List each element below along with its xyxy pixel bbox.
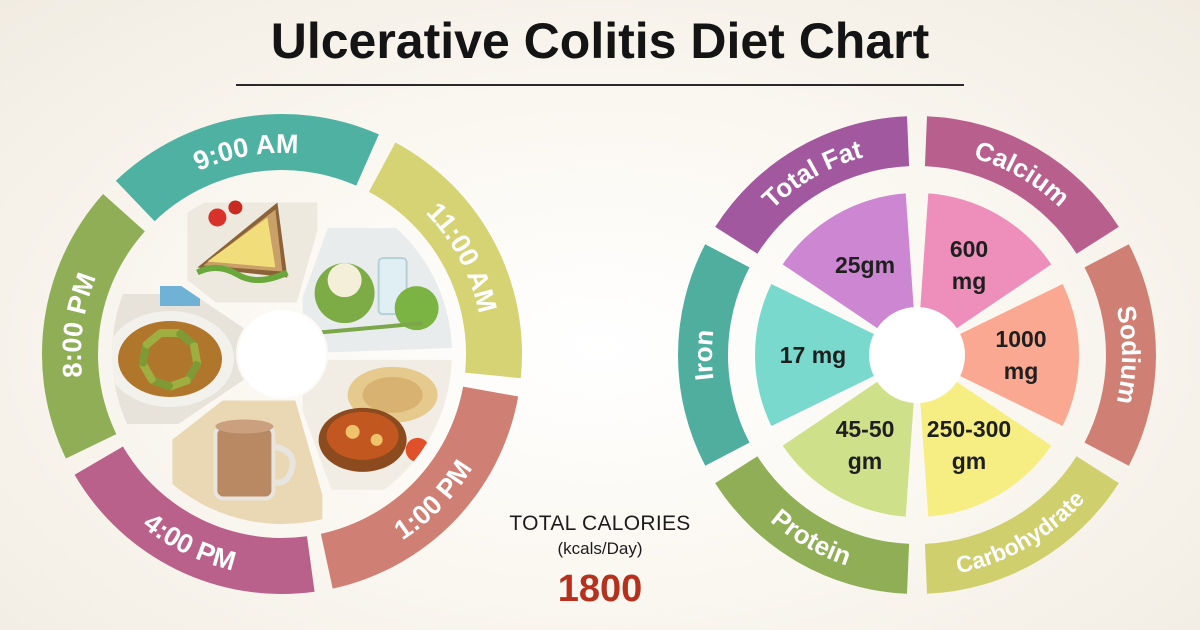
- nutrient-ring-iron: [678, 244, 750, 466]
- sandwich-icon: [187, 200, 318, 303]
- time-ring-segment-4-00-pm: [74, 446, 315, 594]
- nutrient-label-sodium: Sodium: [1111, 303, 1146, 406]
- nutrient-value-carbohydrate: 250-300 gm: [927, 416, 1011, 474]
- nutrient-wedge-iron: [755, 283, 891, 427]
- meal-wheel-hub: [238, 310, 326, 398]
- vegetable-stir-fry-icon: [111, 286, 244, 424]
- nutrient-value-calcium: 600 mg: [950, 236, 988, 294]
- total-calories-label: TOTAL CALORIES: [509, 512, 691, 535]
- nutrient-wedge-total-fat: [782, 193, 915, 339]
- time-ring-segment-8-00-pm: [41, 194, 145, 459]
- calories-value: 1800: [557, 568, 643, 610]
- time-ring-segment-1-00-pm: [320, 386, 519, 589]
- time-ring-segment-9-00-am: [115, 114, 379, 222]
- nutrient-ring-calcium: [924, 116, 1119, 254]
- nutrient-wedge-sodium: [943, 283, 1079, 427]
- nutrient-value-protein: 45-50 gm: [836, 416, 895, 474]
- nutrient-wedge-protein: [782, 371, 915, 517]
- time-ring-segment-11-00-am: [368, 142, 522, 379]
- nutrient-ring-carbohydrate: [924, 456, 1119, 594]
- tea-mug-icon: [172, 400, 323, 524]
- page-title: Ulcerative Colitis Diet Chart: [270, 13, 930, 69]
- nutrient-value-sodium: 1000 mg: [995, 326, 1046, 384]
- nutrient-wheel-hub: [869, 307, 965, 403]
- nutrient-wedge-carbohydrate: [919, 371, 1052, 517]
- nutrient-wedge-calcium: [919, 193, 1052, 339]
- nutrient-ring-protein: [715, 456, 910, 594]
- nutrient-ring-sodium: [1084, 244, 1156, 466]
- nutrient-value-total-fat: 25gm: [835, 252, 895, 278]
- coconut-water-icon: [302, 228, 452, 353]
- calories-unit: (kcals/Day): [557, 539, 643, 558]
- title-underline: [236, 84, 964, 86]
- nutrient-ring-total-fat: [715, 116, 910, 254]
- nutrient-value-iron: 17 mg: [780, 342, 846, 368]
- curry-and-roti-icon: [302, 359, 452, 490]
